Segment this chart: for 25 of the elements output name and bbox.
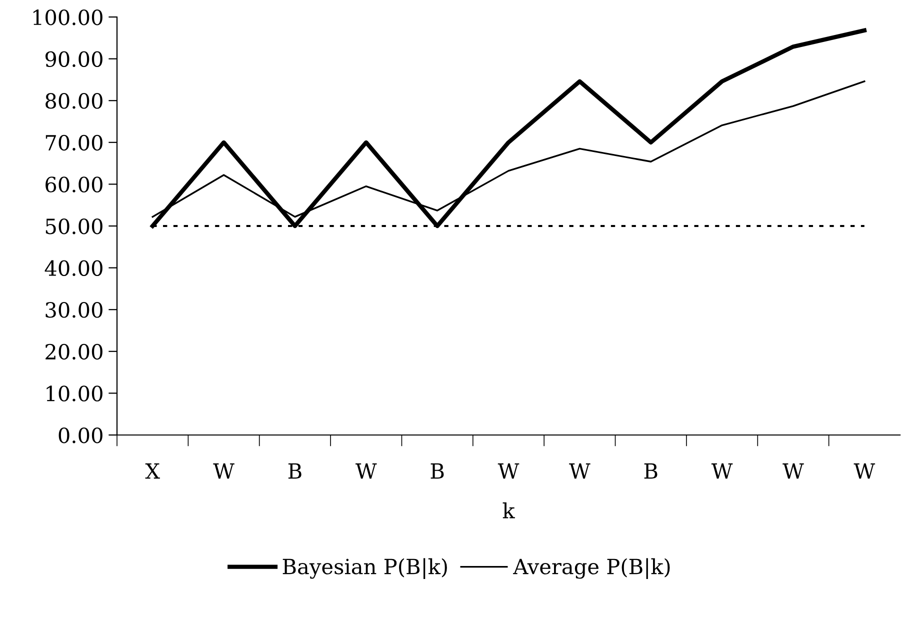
y-tick-label: 60.00 (46, 176, 102, 192)
y-tick-label: 30.00 (46, 302, 102, 318)
x-tick-label: B (644, 463, 658, 479)
x-tick-label: W (356, 463, 377, 479)
x-tick-label: W (213, 463, 234, 479)
x-tick-label: B (288, 463, 302, 479)
x-axis-title: k (502, 502, 515, 518)
y-tick-label: 20.00 (46, 344, 102, 360)
y-tick-label: 50.00 (46, 218, 102, 234)
legend-label: Bayesian P(B|k) (282, 558, 447, 579)
y-tick-label: 70.00 (46, 134, 102, 151)
legend-label: Average P(B|k) (513, 558, 670, 579)
x-tick-label: W (782, 463, 804, 479)
y-tick-label: 0.00 (58, 427, 102, 444)
y-tick-label: 80.00 (46, 93, 102, 109)
x-tick-label: W (854, 463, 876, 479)
x-tick-label: B (430, 463, 444, 479)
y-tick-label: 10.00 (46, 386, 102, 402)
y-tick-label: 90.00 (45, 51, 102, 68)
x-tick-label: W (711, 463, 733, 479)
x-tick-label: W (498, 463, 520, 479)
x-tick-label: W (569, 463, 590, 479)
y-tick-label: 40.00 (44, 260, 102, 276)
y-tick-label: 100.00 (33, 9, 102, 26)
x-tick-label: X (145, 463, 160, 479)
